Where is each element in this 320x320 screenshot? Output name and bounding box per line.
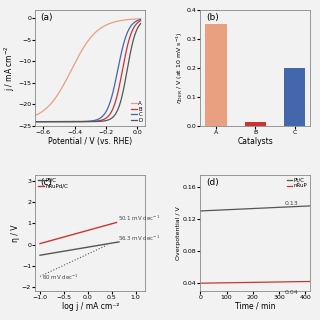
B <box>139 19 142 23</box>
Text: 60 mV dec$^{-1}$: 60 mV dec$^{-1}$ <box>42 272 79 282</box>
A <box>95 29 99 33</box>
Y-axis label: Overpotential / V: Overpotential / V <box>176 206 181 260</box>
B <box>52 120 56 124</box>
C <box>139 18 142 21</box>
nRuP <box>308 280 312 284</box>
Legend: Pt/C, nRuP: Pt/C, nRuP <box>287 178 308 188</box>
nRuPd/C <box>115 220 118 224</box>
D <box>81 120 85 124</box>
A <box>104 23 108 27</box>
nRuP <box>251 280 255 284</box>
Pt/C <box>198 209 202 213</box>
X-axis label: Time / min: Time / min <box>235 302 276 311</box>
A <box>33 114 37 117</box>
Pt/C <box>289 205 292 209</box>
nRuP <box>251 280 254 284</box>
Line: C: C <box>35 20 140 122</box>
nRuP <box>258 280 262 284</box>
Line: D: D <box>35 24 140 122</box>
Y-axis label: $\eta_{OER}$ / V (at 10 mV s$^{-1}$): $\eta_{OER}$ / V (at 10 mV s$^{-1}$) <box>175 32 185 104</box>
Pt/C <box>264 206 268 210</box>
Line: Pt/C: Pt/C <box>200 206 310 211</box>
C <box>33 120 37 124</box>
D <box>113 114 116 117</box>
X-axis label: Potential / V (vs. RHE): Potential / V (vs. RHE) <box>48 137 132 146</box>
nRuP <box>264 280 268 284</box>
nRuP <box>198 281 202 285</box>
Text: 0.04: 0.04 <box>284 291 298 295</box>
C <box>60 120 64 124</box>
B <box>81 120 85 124</box>
Line: nRuP: nRuP <box>200 282 310 283</box>
Text: (a): (a) <box>41 13 53 22</box>
C <box>81 120 85 124</box>
nRuP <box>306 280 310 284</box>
Line: nRuPd/C: nRuPd/C <box>40 222 116 244</box>
A <box>81 47 85 51</box>
B <box>104 116 108 120</box>
B <box>95 119 99 123</box>
B <box>113 103 116 107</box>
D <box>60 120 64 124</box>
C <box>52 120 56 124</box>
D <box>52 120 56 124</box>
Y-axis label: j / mA cm$^{-2}$: j / mA cm$^{-2}$ <box>2 45 17 91</box>
Text: (b): (b) <box>206 13 219 22</box>
Text: 56.3 mV dec$^{-1}$: 56.3 mV dec$^{-1}$ <box>117 233 160 243</box>
X-axis label: Catalysts: Catalysts <box>237 137 273 146</box>
X-axis label: log j / mA cm⁻²: log j / mA cm⁻² <box>61 302 119 311</box>
A <box>113 20 116 24</box>
Text: (c): (c) <box>41 178 53 187</box>
Pt/C <box>306 204 310 208</box>
Pt/C <box>251 207 254 211</box>
D <box>139 22 142 26</box>
Pt/C <box>251 207 255 211</box>
nRuPd/C <box>38 242 42 245</box>
Bar <box>284 68 305 126</box>
Line: B: B <box>35 21 140 122</box>
D <box>104 119 108 123</box>
Pt/C <box>258 206 262 210</box>
C <box>104 110 108 114</box>
Pt/C <box>308 204 312 208</box>
Text: 50.1 mV dec$^{-1}$: 50.1 mV dec$^{-1}$ <box>117 213 160 222</box>
Bar <box>244 122 266 126</box>
C <box>95 118 99 122</box>
Y-axis label: η / V: η / V <box>12 224 20 242</box>
D <box>95 120 99 124</box>
nRuP <box>289 280 292 284</box>
Pt/C <box>38 253 42 257</box>
B <box>33 120 37 124</box>
Text: 0.13: 0.13 <box>284 201 298 205</box>
Bar <box>205 24 227 126</box>
Legend: Pt/C, nRuPd/C: Pt/C, nRuPd/C <box>38 178 68 188</box>
Pt/C <box>117 240 121 244</box>
A <box>139 17 142 21</box>
D <box>33 120 37 124</box>
A <box>60 85 64 89</box>
C <box>113 84 116 87</box>
Line: Pt/C: Pt/C <box>40 242 119 255</box>
A <box>52 98 56 102</box>
B <box>60 120 64 124</box>
Text: (d): (d) <box>206 178 219 187</box>
Line: A: A <box>35 19 140 116</box>
Legend: A, B, C, D: A, B, C, D <box>131 101 142 123</box>
